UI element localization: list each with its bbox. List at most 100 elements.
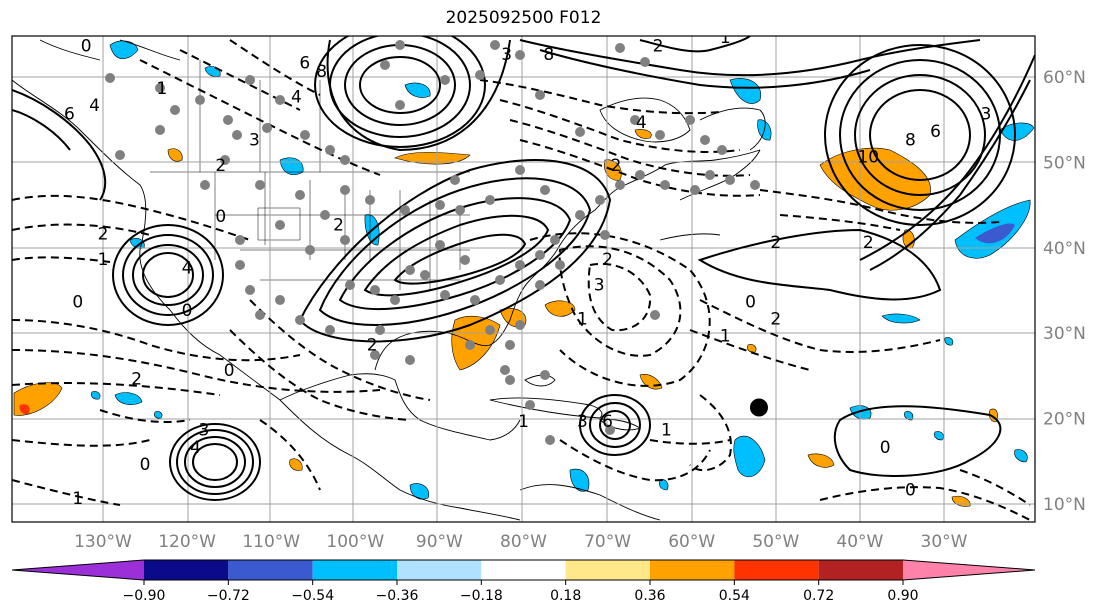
- contour-label: 4: [190, 438, 201, 458]
- longitude-label: 50°W: [752, 532, 799, 552]
- contour-label: 2: [333, 216, 344, 236]
- colorbar: −0.90 −0.72 −0.54 −0.36 −0.18 0.18 0.36 0.54 0.7…: [11, 559, 1036, 604]
- contour-label: 8: [905, 130, 916, 150]
- longitude-label: 70°W: [584, 532, 631, 552]
- observation-dots: [105, 40, 760, 445]
- contour-label: 0: [215, 207, 226, 227]
- colorbar-segment: [397, 560, 482, 580]
- contour-label: 0: [224, 361, 235, 381]
- colorbar-segment: [565, 560, 650, 580]
- graticule: [12, 36, 1035, 522]
- storm-position-marker: [749, 398, 768, 417]
- contour-label: 0: [745, 293, 756, 313]
- longitude-label: 120°W: [158, 532, 216, 552]
- colorbar-tick-label: −0.18: [460, 588, 503, 604]
- colorbar-tick-label: 0.18: [550, 588, 581, 604]
- colorbar-segment: [818, 560, 903, 580]
- contour-label: 4: [182, 258, 193, 278]
- colorbar-tick-label: 0.54: [719, 588, 750, 604]
- colorbar-tick-label: −0.54: [291, 588, 334, 604]
- longitude-label: 30°W: [921, 532, 968, 552]
- contour-label: 2: [131, 369, 142, 389]
- contour-label: 3: [199, 421, 210, 441]
- map-plot-area: [12, 36, 1035, 522]
- positive-contours: [12, 36, 1035, 501]
- contour-label: 10: [857, 147, 879, 167]
- latitude-label: 10°N: [1043, 495, 1086, 515]
- contour-label: 6: [299, 53, 310, 73]
- contour-label: 2: [770, 233, 781, 253]
- colorbar-segment: [312, 560, 397, 580]
- contour-label: 1: [577, 310, 588, 330]
- contour-label: 2: [611, 156, 622, 176]
- contour-label: 1: [661, 421, 672, 441]
- contour-label: 0: [81, 36, 92, 56]
- contour-label: 1: [720, 28, 731, 48]
- contour-label: 3: [249, 130, 260, 150]
- contour-label: 4: [636, 113, 647, 133]
- colorbar-over-extension: [903, 560, 1035, 580]
- colorbar-tick-label: 0.72: [803, 588, 834, 604]
- longitude-label: 60°W: [668, 532, 715, 552]
- contour-label: 6: [602, 412, 613, 432]
- longitude-label: 100°W: [326, 532, 384, 552]
- contour-label: 0: [140, 455, 151, 475]
- contour-label: 2: [98, 224, 109, 244]
- latitude-label: 30°N: [1043, 324, 1086, 344]
- longitude-label: 90°W: [416, 532, 463, 552]
- contour-label: 2: [653, 36, 664, 56]
- longitude-label: 80°W: [500, 532, 547, 552]
- contour-label: 1: [72, 489, 83, 509]
- contour-label: 3: [577, 412, 588, 432]
- latitude-labels: 10°N 20°N 30°N 40°N 50°N 60°N: [1043, 68, 1086, 515]
- colorbar-segment: [481, 560, 566, 580]
- longitude-labels: 130°W 120°W 110°W 100°W 90°W 80°W 70°W 60°W 50°W…: [74, 532, 968, 552]
- contour-label: 3: [594, 276, 605, 296]
- latitude-label: 50°N: [1043, 153, 1086, 173]
- contour-label: 2: [602, 250, 613, 270]
- map-title: 2025092500 F012: [445, 8, 602, 28]
- colorbar-segment: [144, 560, 229, 580]
- state-borders: [150, 60, 470, 290]
- latitude-label: 60°N: [1043, 68, 1086, 88]
- contour-label: 3: [981, 105, 992, 125]
- contour-label: 1: [720, 327, 731, 347]
- colorbar-tick-label: −0.90: [123, 588, 166, 604]
- contour-label: 1: [98, 250, 109, 270]
- contour-label: 0: [1056, 45, 1067, 65]
- longitude-label: 110°W: [242, 532, 300, 552]
- contour-label: 0: [880, 438, 891, 458]
- latitude-label: 40°N: [1043, 239, 1086, 259]
- contour-label: 2: [770, 310, 781, 330]
- contour-label: 0: [182, 301, 193, 321]
- coastlines: [12, 39, 766, 521]
- contour-label: 6: [930, 122, 941, 142]
- contour-label: 6: [64, 105, 75, 125]
- contour-label: 0: [72, 293, 83, 313]
- colorbar-tick-label: −0.72: [207, 588, 250, 604]
- longitude-label: 40°W: [836, 532, 883, 552]
- contour-label: 0: [905, 480, 916, 500]
- map-frame: [11, 35, 1036, 523]
- colorbar-tick-label: −0.36: [376, 588, 419, 604]
- colorbar-tick-label: 0.36: [634, 588, 665, 604]
- colorbar-under-extension: [12, 560, 144, 580]
- contour-label: 2: [215, 156, 226, 176]
- colorbar-tick-label: 0.90: [887, 588, 918, 604]
- contour-label: 1: [156, 79, 167, 99]
- contour-label: 1: [518, 412, 529, 432]
- colorbar-segment: [228, 560, 313, 580]
- contour-label: 8: [543, 45, 554, 65]
- contour-label: 8: [316, 62, 327, 82]
- longitude-label: 130°W: [74, 532, 132, 552]
- contour-label: 3: [501, 45, 512, 65]
- contour-label: 2: [863, 233, 874, 253]
- colorbar-segment: [650, 560, 735, 580]
- contour-label: 2: [367, 335, 378, 355]
- latitude-label: 20°N: [1043, 410, 1086, 430]
- contour-label: 4: [291, 88, 302, 108]
- contour-label: 4: [89, 96, 100, 116]
- colorbar-segment: [734, 560, 819, 580]
